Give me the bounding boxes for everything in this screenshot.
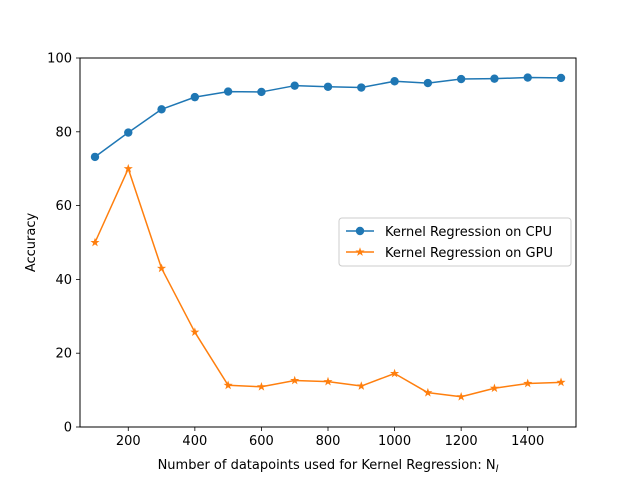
gpu-data-point (290, 375, 300, 385)
y-tick-label: 20 (55, 347, 72, 362)
cpu-data-point (124, 128, 133, 137)
cpu-data-point (190, 92, 200, 102)
gpu-data-point (489, 383, 500, 393)
cpu-data-point (157, 105, 166, 114)
cpu-data-point (456, 74, 466, 84)
y-tick-label: 100 (47, 52, 72, 67)
x-axis-ticks: 200 400 600 800 1000 1200 1400 (116, 427, 544, 449)
cpu-data-point (357, 83, 366, 92)
cpu-data-point (323, 82, 333, 91)
x-tick-label: 1000 (378, 434, 411, 449)
gpu-data-point (356, 381, 366, 390)
legend-cpu-label: Kernel Regression on CPU (385, 225, 552, 240)
y-tick-label: 80 (55, 125, 72, 140)
y-axis-label: Accuracy (24, 213, 39, 273)
x-tick-label: 600 (249, 434, 274, 449)
legend-gpu-marker (355, 247, 365, 256)
y-tick-label: 40 (55, 273, 72, 288)
cpu-data-point (223, 87, 233, 96)
cpu-data-point (390, 77, 399, 86)
y-tick-label: 60 (55, 199, 72, 214)
cpu-data-point (290, 81, 299, 90)
cpu-data-point (423, 78, 433, 88)
x-axis-label-text: Number of datapoints used for Kernel Reg… (158, 458, 496, 473)
gpu-data-point (90, 237, 100, 247)
gpu-data-point (190, 327, 200, 337)
gpu-data-point (323, 376, 333, 386)
gpu-data-point (556, 377, 566, 387)
gpu-data-point (123, 163, 133, 173)
gpu-data-point (390, 368, 400, 378)
gpu-data-point (156, 263, 167, 273)
x-tick-label: 1400 (511, 434, 544, 449)
x-tick-label: 200 (116, 434, 141, 449)
x-axis-label: Number of datapoints used for Kernel Reg… (158, 458, 499, 475)
legend-box (338, 217, 572, 267)
x-tick-label: 800 (316, 434, 341, 449)
legend: Kernel Regression on CPU Kernel Regressi… (338, 217, 572, 267)
cpu-data-point (523, 73, 532, 82)
x-axis-label-subscript: l (496, 464, 499, 475)
legend-gpu-label: Kernel Regression on GPU (385, 246, 553, 261)
gpu-data-point (423, 387, 433, 397)
gpu-data-point (223, 380, 233, 390)
cpu-data-point (90, 152, 100, 162)
gpu-data-point (456, 391, 466, 401)
cpu-data-point (490, 74, 499, 83)
gpu-data-point (256, 381, 266, 391)
cpu-data-point (257, 87, 266, 97)
x-tick-label: 1200 (445, 434, 478, 449)
series-layer (90, 73, 566, 401)
x-tick-label: 400 (182, 434, 207, 449)
gpu-data-point (523, 378, 533, 388)
cpu-data-point (556, 73, 566, 83)
y-tick-label: 0 (64, 421, 72, 436)
legend-cpu-marker (355, 226, 365, 236)
y-axis-ticks: 0 20 40 60 80 100 (47, 52, 80, 436)
